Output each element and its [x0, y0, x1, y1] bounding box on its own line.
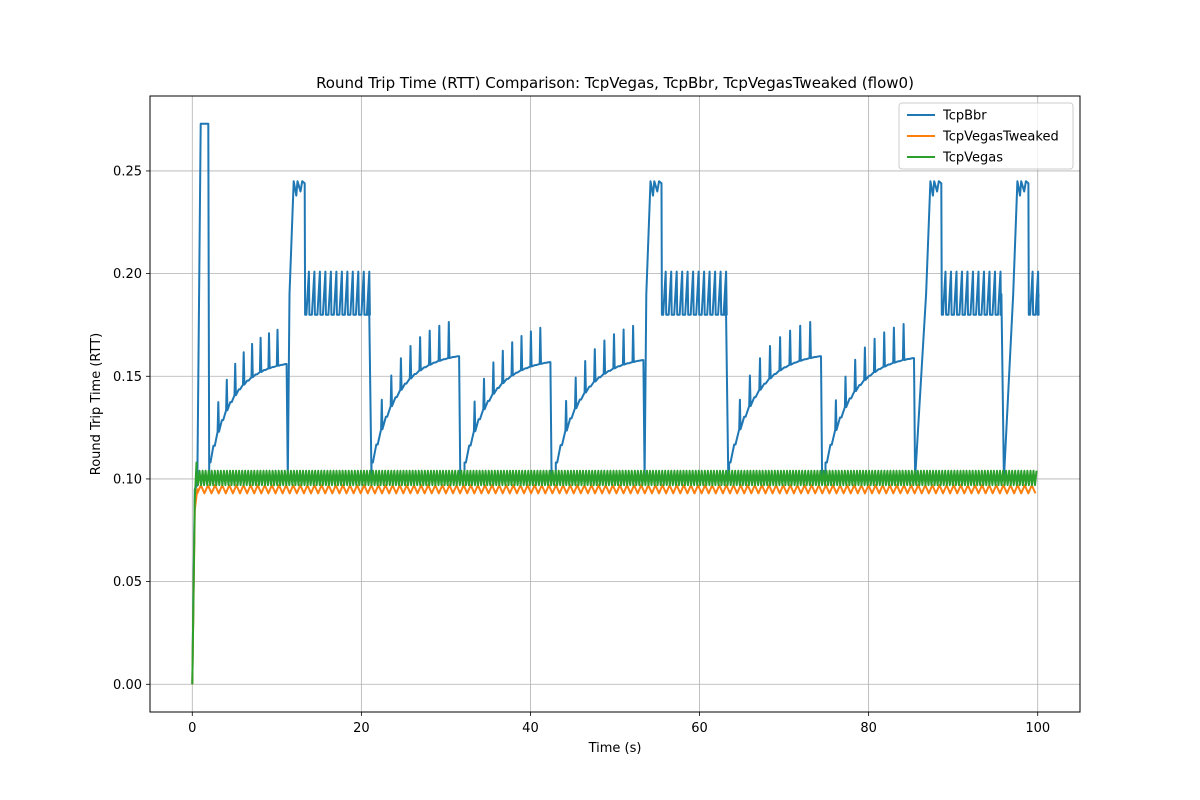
plot-frame [149, 95, 1081, 713]
legend: TcpBbr TcpVegasTweaked TcpVegas [898, 102, 1074, 170]
chart-title: Round Trip Time (RTT) Comparison: TcpVeg… [316, 74, 914, 92]
y-tick-label: 0.00 [113, 678, 142, 693]
y-tick-label: 0.15 [113, 370, 142, 385]
x-tick-label: 40 [522, 721, 539, 736]
legend-box [898, 102, 1074, 170]
x-tick-label: 0 [188, 721, 196, 736]
series-line-tcpvegastweaked [191, 484, 1037, 685]
legend-label: TcpVegasTweaked [942, 130, 1059, 145]
x-axis-label: Time (s) [588, 741, 642, 756]
x-tick-label: 60 [691, 721, 708, 736]
legend-label: TcpBbr [942, 109, 987, 124]
series-line-tcpvegas [191, 461, 1038, 685]
y-tick-label: 0.05 [113, 575, 142, 590]
x-tick-label: 80 [860, 721, 877, 736]
y-tick-label: 0.25 [113, 164, 142, 179]
x-tick-label: 20 [353, 721, 370, 736]
tick-layer: 0 20 40 60 80 100 0.00 0.05 0.10 0.15 0.20 0.25 [113, 164, 1050, 736]
x-tick-label: 100 [1025, 721, 1050, 736]
y-tick-label: 0.20 [113, 267, 142, 282]
series-layer [191, 122, 1040, 685]
y-axis-label: Round Trip Time (RTT) [89, 333, 104, 475]
series-line-tcpbbr [191, 122, 1040, 685]
legend-label: TcpVegas [942, 151, 1003, 166]
y-tick-label: 0.10 [113, 472, 142, 487]
